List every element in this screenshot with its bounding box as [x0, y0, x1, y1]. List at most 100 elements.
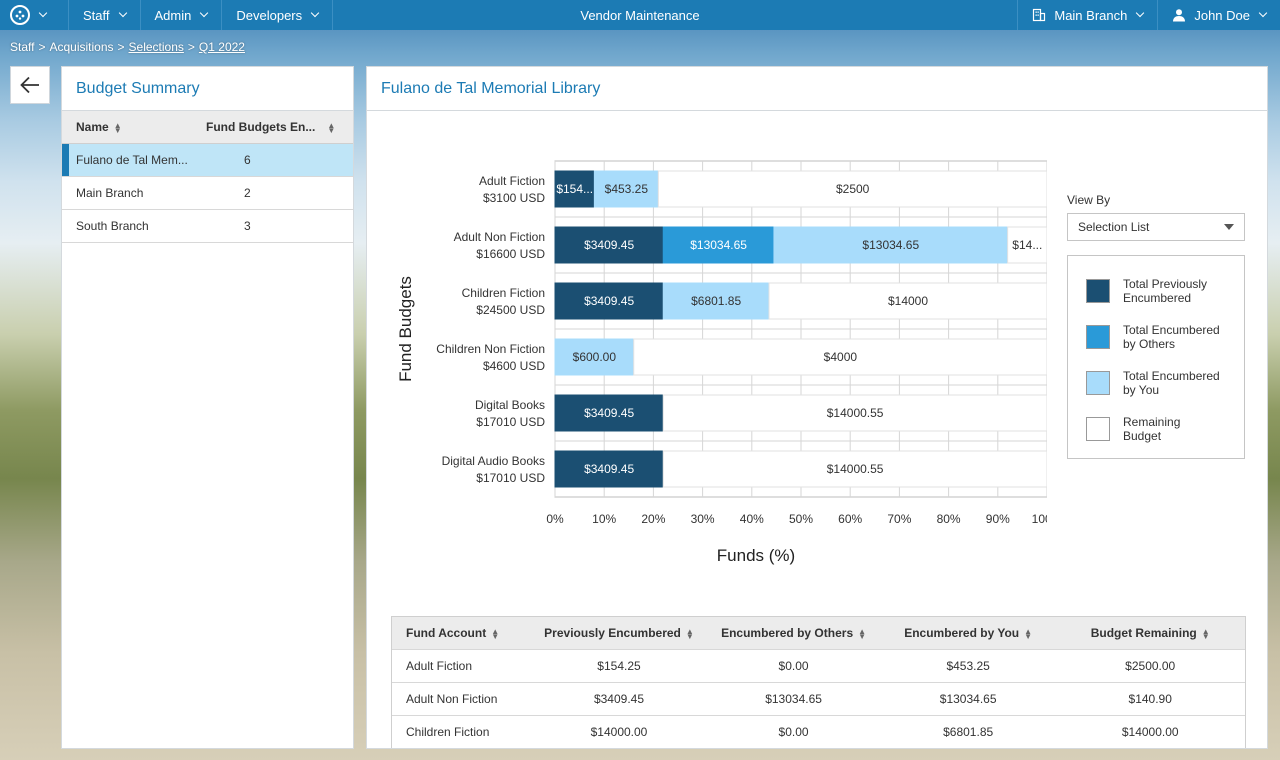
sort-icon: ▲ ▼: [327, 120, 336, 135]
user-name: John Doe: [1194, 7, 1250, 23]
chart-legend: Total Previously Encumbered Total Encumb…: [1067, 255, 1245, 459]
data-label: $6801.85: [691, 294, 741, 308]
table-cell: Children Fiction: [406, 725, 490, 739]
branch-selector[interactable]: Main Branch: [1017, 0, 1157, 30]
table-row[interactable]: Adult Non Fiction $3409.45 $13034.65 $13…: [392, 683, 1245, 716]
nav-admin[interactable]: Admin: [141, 0, 223, 30]
breadcrumb-separator: >: [117, 40, 125, 54]
column-label: Budget Remaining: [1090, 626, 1197, 640]
table-cell: $14000.00: [590, 725, 648, 739]
x-tick-label: 10%: [592, 512, 616, 526]
column-previously-encumbered[interactable]: Previously Encumbered ▲ ▼: [532, 626, 707, 640]
legend-item: Total Encumbered by Others: [1086, 314, 1226, 360]
y-axis-title: Fund Budgets: [396, 276, 415, 382]
breadcrumb-staff: Staff: [10, 40, 35, 54]
table-cell: $0.00: [778, 659, 809, 673]
bar-segment: [662, 226, 775, 264]
breadcrumb-separator: >: [187, 40, 195, 54]
x-tick-label: 70%: [887, 512, 911, 526]
category-label: Digital Books: [475, 398, 545, 412]
chevron-down-icon: [310, 8, 320, 18]
column-budget-remaining[interactable]: Budget Remaining ▲ ▼: [1055, 626, 1245, 640]
bar-segment: [662, 282, 770, 320]
logo-icon: [10, 5, 30, 25]
table-cell: $2500.00: [1125, 659, 1176, 673]
view-by-value: Selection List: [1078, 220, 1150, 234]
budget-summary-header: Name ▲ ▼ Fund Budgets En... ▲ ▼: [62, 111, 353, 144]
bar-segment: [554, 226, 664, 264]
bar-segment: [633, 338, 1047, 376]
bar-segment: [657, 170, 1047, 208]
fund-account-table: Fund Account ▲ ▼ Previously Encumbered ▲ ▼ E…: [391, 616, 1246, 748]
legend-label: Remaining Budget: [1123, 415, 1181, 443]
branch-label: Main Branch: [1054, 7, 1128, 23]
app-menu-button[interactable]: [0, 0, 69, 30]
x-tick-label: 80%: [937, 512, 961, 526]
column-label: Encumbered by You: [904, 626, 1020, 640]
table-cell: $6801.85: [943, 725, 994, 739]
sort-icon: ▲ ▼: [491, 626, 500, 641]
data-label: $3409.45: [584, 462, 634, 476]
data-label: $600.00: [573, 350, 617, 364]
chart-svg: 0% 10% 20% 30% 40% 50% 60% 70% 80% 90% 100% Adult F…: [396, 160, 1047, 565]
bar-segment: [773, 226, 1009, 264]
summary-row-name: South Branch: [76, 219, 149, 233]
table-header: Fund Account ▲ ▼ Previously Encumbered ▲ ▼ E…: [392, 617, 1245, 650]
column-fund-budgets-header[interactable]: Fund Budgets En... ▲ ▼: [192, 120, 335, 134]
category-total-label: $17010 USD: [476, 415, 545, 429]
legend-swatch: [1086, 325, 1110, 349]
legend-swatch: [1086, 279, 1110, 303]
back-button[interactable]: [10, 66, 50, 104]
view-by-control: View By Selection List: [1067, 193, 1245, 241]
table-cell: $13034.65: [765, 692, 822, 706]
category-label: Children Fiction: [462, 286, 545, 300]
user-menu[interactable]: John Doe: [1157, 0, 1280, 30]
table-cell: $453.25: [946, 659, 990, 673]
table-row[interactable]: Children Fiction $14000.00 $0.00 $6801.8…: [392, 716, 1245, 748]
category-total-label: $16600 USD: [476, 247, 545, 261]
sort-icon: ▲ ▼: [858, 626, 867, 641]
summary-row[interactable]: Fulano de Tal Mem... 6: [62, 144, 353, 177]
data-label: $14000: [888, 294, 928, 308]
chevron-down-icon: [200, 8, 209, 18]
breadcrumb: Staff > Acquisitions > Selections > Q1 2…: [10, 40, 245, 54]
bar-segment: [554, 282, 664, 320]
budget-summary-title: Budget Summary: [62, 67, 353, 111]
nav-staff[interactable]: Staff: [69, 0, 141, 30]
summary-row[interactable]: South Branch 3: [62, 210, 353, 243]
summary-row-name: Fulano de Tal Mem...: [76, 153, 188, 167]
legend-item: Remaining Budget: [1086, 406, 1226, 452]
table-cell: $14000.00: [1121, 725, 1179, 739]
summary-row[interactable]: Main Branch 2: [62, 177, 353, 210]
breadcrumb-acquisitions: Acquisitions: [49, 40, 114, 54]
data-label: $3409.45: [584, 294, 634, 308]
breadcrumb-separator: >: [38, 40, 46, 54]
column-encumbered-by-others[interactable]: Encumbered by Others ▲ ▼: [706, 626, 881, 640]
column-label: Fund Account: [406, 626, 487, 640]
bar-segment: [554, 170, 595, 208]
column-fund-account[interactable]: Fund Account ▲ ▼: [392, 626, 532, 640]
column-name-header[interactable]: Name ▲ ▼: [62, 120, 192, 134]
sort-icon: ▲ ▼: [685, 626, 694, 641]
bar-segment: [662, 394, 1047, 432]
bar-segment: [554, 338, 635, 376]
library-title: Fulano de Tal Memorial Library: [367, 67, 1267, 111]
table-cell: Adult Fiction: [406, 659, 473, 673]
table-row[interactable]: Adult Fiction $154.25 $0.00 $453.25 $250…: [392, 650, 1245, 683]
column-encumbered-by-you[interactable]: Encumbered by You ▲ ▼: [881, 626, 1056, 640]
legend-label: Total Encumbered by Others: [1123, 323, 1220, 351]
breadcrumb-selections[interactable]: Selections: [128, 40, 184, 54]
x-tick-label: 0%: [546, 512, 564, 526]
view-by-select[interactable]: Selection List: [1067, 213, 1245, 241]
column-label: Previously Encumbered: [544, 626, 681, 640]
legend-item: Total Encumbered by You: [1086, 360, 1226, 406]
data-label: $2500: [836, 182, 870, 196]
nav-developers-label: Developers: [236, 7, 303, 23]
table-cell: $13034.65: [939, 692, 997, 706]
chevron-down-icon: [1258, 8, 1268, 18]
category-total-label: $4600 USD: [483, 359, 545, 373]
nav-developers[interactable]: Developers: [222, 0, 334, 30]
breadcrumb-period[interactable]: Q1 2022: [198, 40, 245, 54]
column-label: Encumbered by Others: [721, 626, 854, 640]
bar-segment: [1007, 226, 1047, 264]
